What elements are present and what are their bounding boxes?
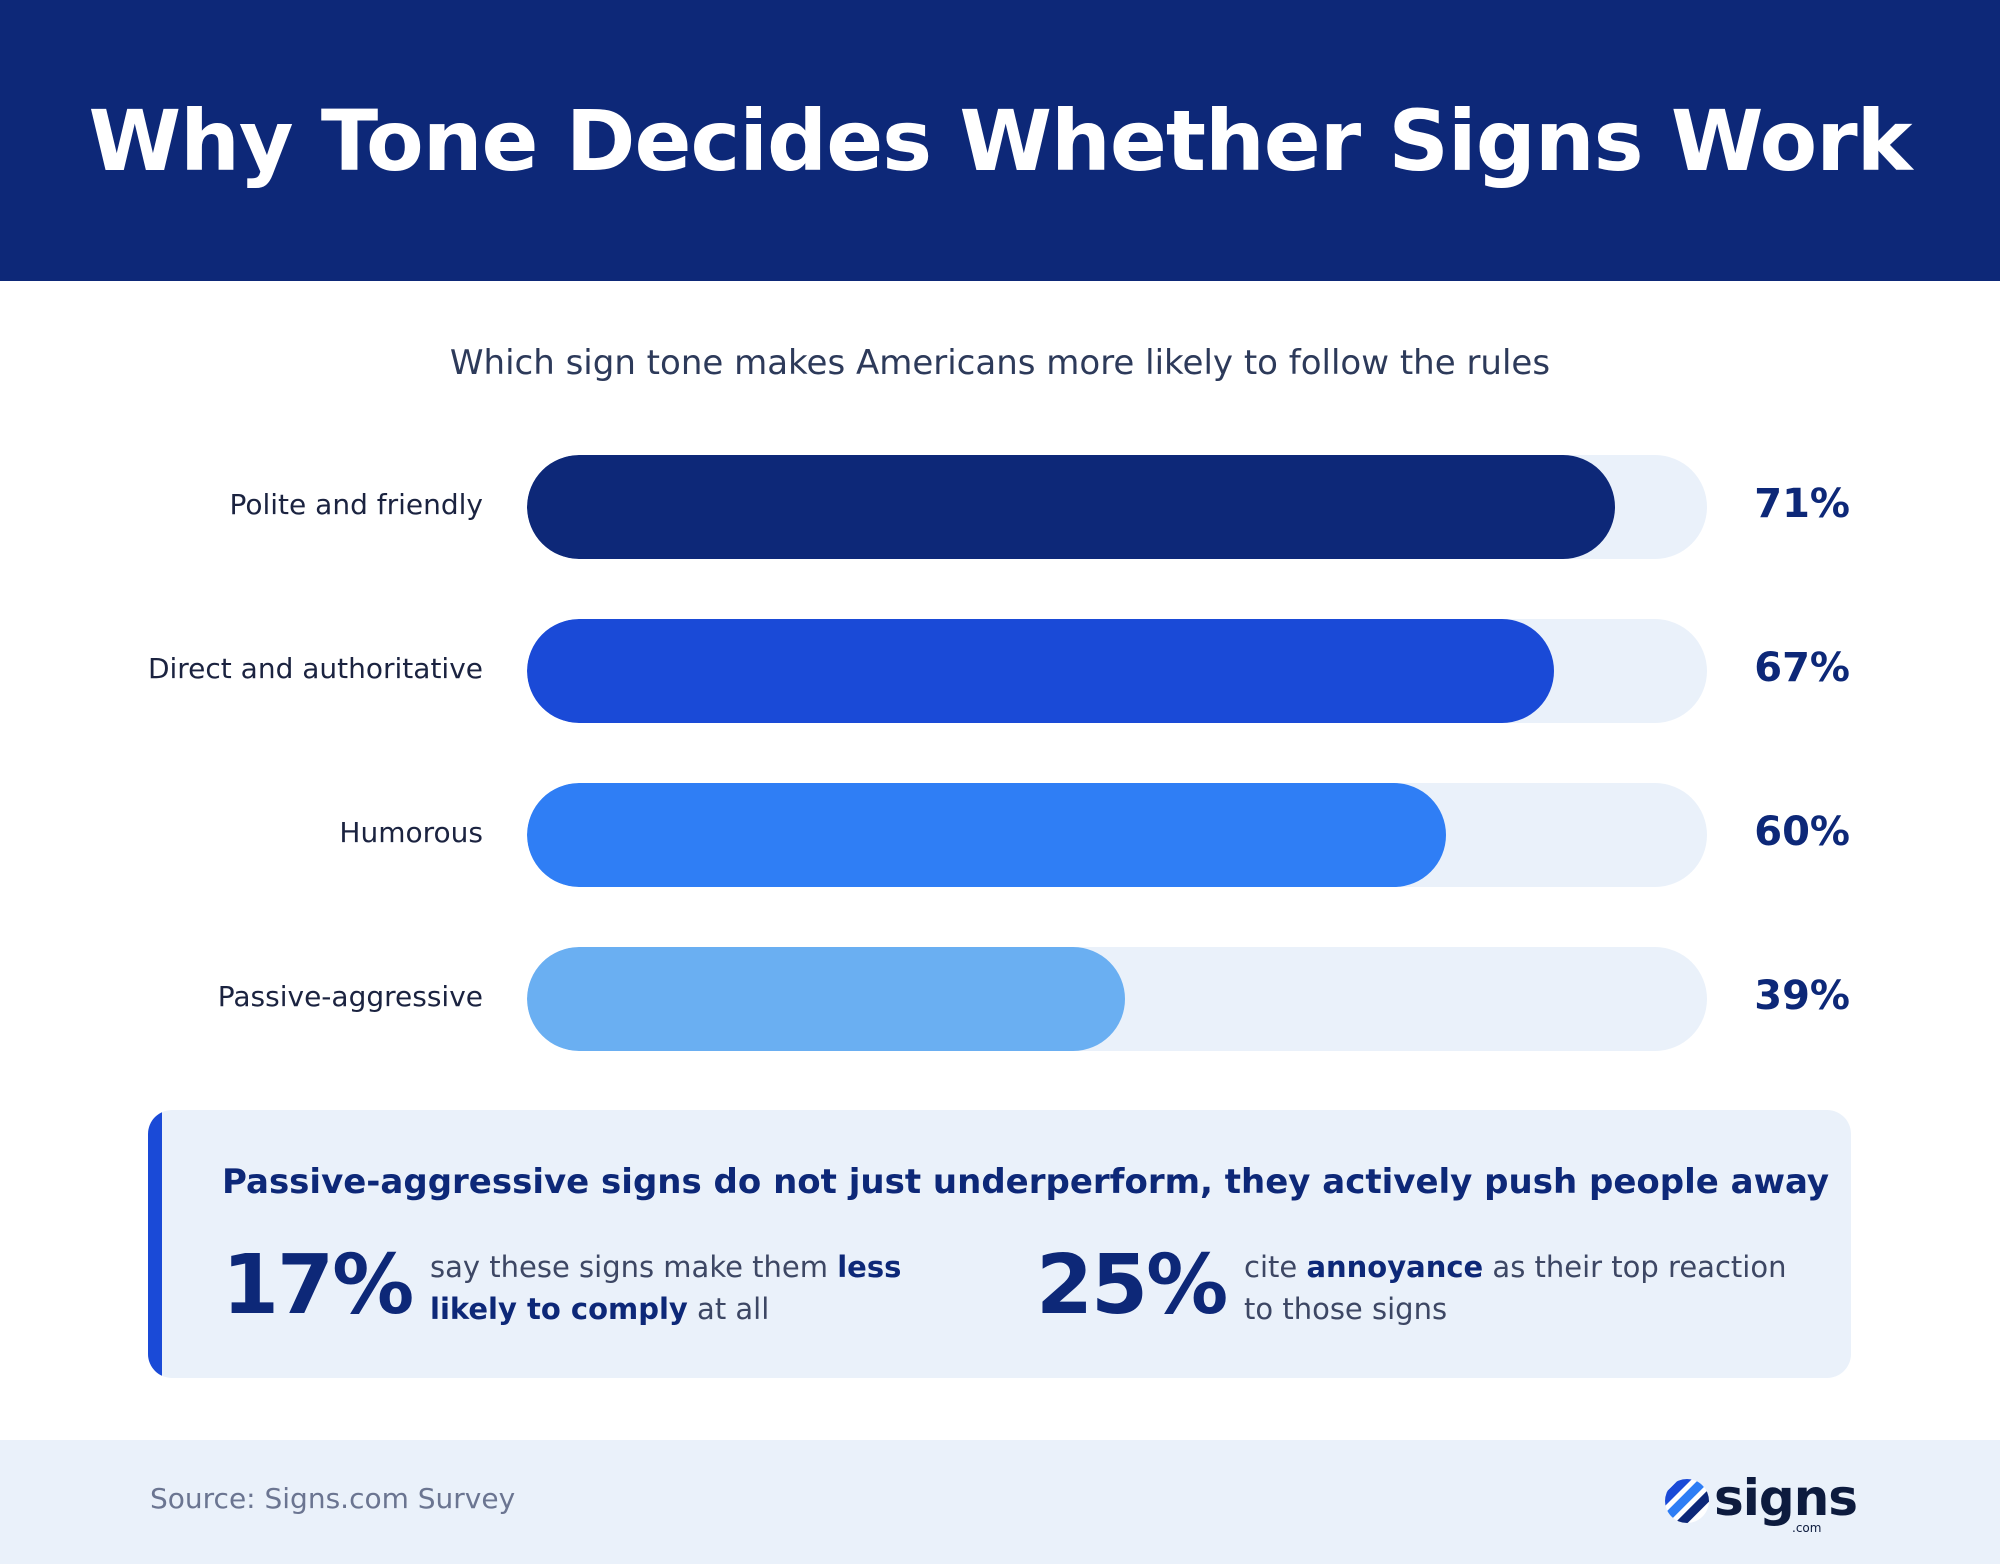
stat-text-after: at all <box>687 1292 770 1326</box>
bar-track <box>527 947 1707 1051</box>
chart-title: Which sign tone makes Americans more lik… <box>449 343 1551 383</box>
bar <box>527 947 1125 1051</box>
bar-track <box>527 619 1707 723</box>
footer: Source: Signs.com Survey signs .com <box>0 1440 2000 1564</box>
stat-description-25: cite annoyance as their top reaction to … <box>1244 1246 1804 1330</box>
bar-value-label: 71% <box>1754 481 1850 527</box>
callout-box: Passive-aggressive signs do not just und… <box>148 1110 1851 1378</box>
bar-value-label: 67% <box>1754 645 1850 691</box>
bar-value-label: 39% <box>1754 973 1850 1019</box>
bar-chart: Polite and friendly 71% Direct and authori… <box>147 455 1850 1051</box>
bar-track <box>527 783 1707 887</box>
stat-value-25: 25% <box>1036 1238 1228 1333</box>
bar-label: Passive-aggressive <box>217 980 483 1013</box>
stat-description-17: say these signs make them less likely to… <box>430 1246 990 1330</box>
signs-logo[interactable]: signs .com <box>1664 1469 1858 1535</box>
bar-label: Humorous <box>339 816 483 849</box>
bar <box>527 783 1446 887</box>
stat-text-bold: less likely to comply <box>430 1250 902 1326</box>
header-banner: Why Tone Decides Whether Signs Work <box>0 0 2000 281</box>
stat-text-after: as their top reaction to those signs <box>1244 1250 1787 1326</box>
callout-headline: Passive-aggressive signs do not just und… <box>222 1162 1830 1202</box>
page-title: Why Tone Decides Whether Signs Work <box>88 91 1912 190</box>
bar-label: Polite and friendly <box>229 488 483 521</box>
bar-track <box>527 455 1707 559</box>
stat-value-17: 17% <box>222 1238 414 1333</box>
bar <box>527 455 1615 559</box>
source-note: Source: Signs.com Survey <box>150 1482 516 1515</box>
bar <box>527 619 1554 723</box>
stat-text-bold: annoyance <box>1306 1250 1484 1284</box>
callout-accent-bar <box>148 1110 162 1378</box>
bar-label: Direct and authoritative <box>147 652 483 685</box>
logo-stripes-icon <box>1665 1479 1709 1523</box>
logo-wordmark: signs <box>1714 1469 1858 1527</box>
stat-text-before: cite <box>1244 1250 1307 1284</box>
bar-value-label: 60% <box>1754 809 1850 855</box>
stat-text-before: say these signs make them <box>430 1250 838 1284</box>
logo-domain: .com <box>1792 1521 1822 1535</box>
